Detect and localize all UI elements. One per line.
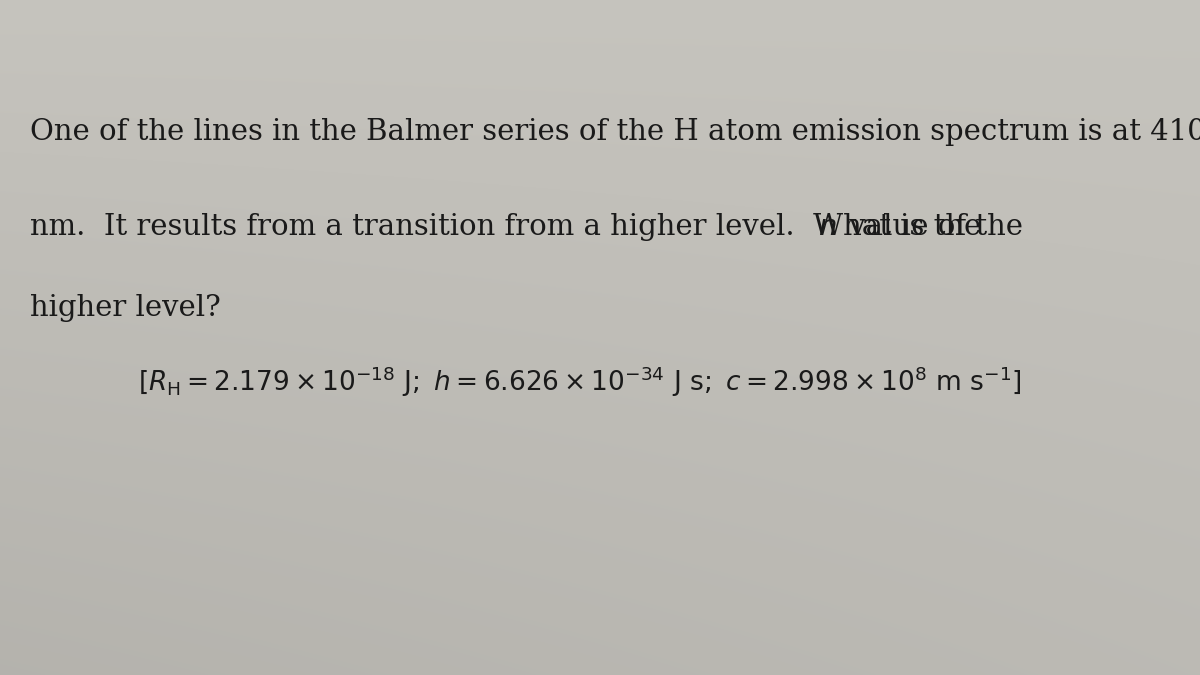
Text: $n$: $n$ bbox=[818, 213, 836, 240]
Text: value of the: value of the bbox=[840, 213, 1022, 240]
Text: $[R_\mathrm{H} = 2.179\times10^{-18}\ \mathrm{J};\ h = 6.626\times10^{-34}\ \mat: $[R_\mathrm{H} = 2.179\times10^{-18}\ \m… bbox=[138, 364, 1021, 399]
Text: higher level?: higher level? bbox=[30, 294, 221, 321]
Text: nm.  It results from a transition from a higher level.  What is the: nm. It results from a transition from a … bbox=[30, 213, 990, 240]
Text: One of the lines in the Balmer series of the H atom emission spectrum is at 410: One of the lines in the Balmer series of… bbox=[30, 118, 1200, 146]
